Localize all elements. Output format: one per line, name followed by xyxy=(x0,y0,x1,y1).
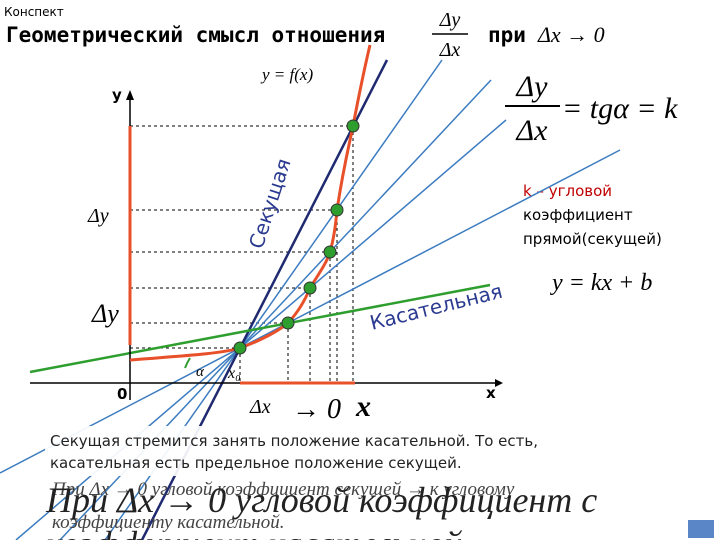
y-arrow xyxy=(126,90,134,100)
limit-label: → 0 xyxy=(292,394,341,425)
line-formula: y = kx + b xyxy=(550,270,652,296)
function-formula: y = f(x) xyxy=(260,65,313,84)
point xyxy=(233,341,247,355)
guides xyxy=(130,125,354,383)
header-label: Конспект xyxy=(4,5,64,19)
note-line: прямой(секущей) xyxy=(523,230,662,248)
background-text: коэффициент касательной xyxy=(46,524,462,540)
caption-line: касательная есть предельное положение се… xyxy=(50,454,462,472)
x-mark: x xyxy=(355,390,371,423)
alpha-label: α xyxy=(196,364,205,380)
delta-y: Δy xyxy=(87,205,109,227)
background-text: При Δx → 0 угловой коэффициент секущей →… xyxy=(51,479,515,500)
caption-line: Секущая стремится занять положение касат… xyxy=(50,432,538,450)
caption-box xyxy=(45,426,617,476)
x-axis-label: x xyxy=(486,384,496,402)
background-text: коэффициенту касательной. xyxy=(52,512,284,533)
x0-label: x₀ xyxy=(227,365,241,382)
delta-y: Δy xyxy=(91,299,119,328)
delta-x: Δx xyxy=(249,396,271,418)
tangent xyxy=(29,283,491,374)
fraction-num: Δy xyxy=(439,9,461,31)
origin-label: 0 xyxy=(117,385,127,403)
limit: Δx → 0 xyxy=(537,22,605,47)
slide-icon[interactable] xyxy=(688,520,714,538)
fraction-den: Δx xyxy=(439,39,461,61)
note-line: коэффициент xyxy=(523,206,633,224)
x-arrow xyxy=(495,379,503,387)
title: Геометрический смысл отношения xyxy=(6,23,385,47)
ratio-rhs: = tgα = k xyxy=(562,92,678,125)
point xyxy=(323,245,337,259)
angle-arc xyxy=(184,357,191,369)
ratio-num: Δy xyxy=(516,70,549,103)
point xyxy=(303,281,317,295)
point xyxy=(346,119,360,133)
condition: при xyxy=(488,23,526,47)
ratio-den: Δx xyxy=(516,114,549,147)
y-axis-label: y xyxy=(112,86,122,104)
note-line: k – угловой xyxy=(523,182,612,200)
background-text: При Δx → 0 угловой коэффициент с xyxy=(45,480,597,520)
point xyxy=(281,316,295,330)
point xyxy=(330,203,344,217)
